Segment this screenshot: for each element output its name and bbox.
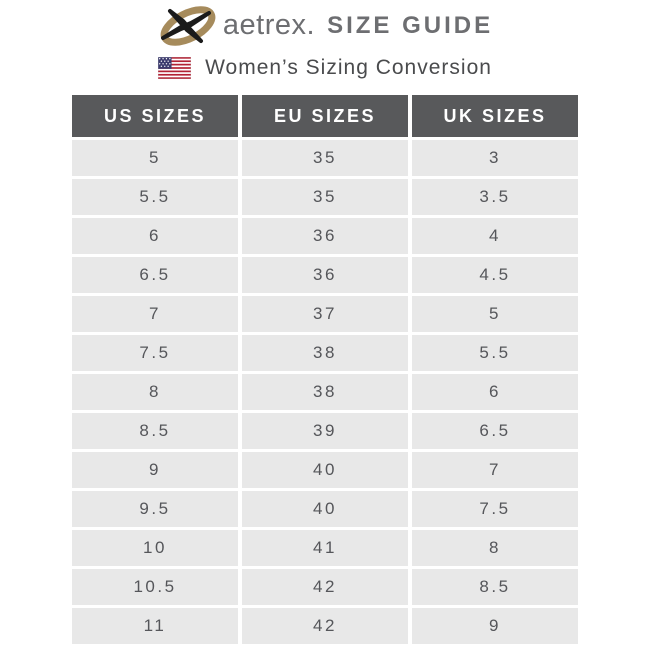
us-flag-icon <box>158 57 192 79</box>
size-cell: 5.5 <box>72 179 238 215</box>
size-cell: 35 <box>242 179 408 215</box>
size-cell: 9.5 <box>72 491 238 527</box>
size-cell: 3.5 <box>412 179 578 215</box>
table-header: US SIZES EU SIZES UK SIZES <box>72 95 578 137</box>
size-cell: 7.5 <box>412 491 578 527</box>
table-row: 5 35 3 <box>72 140 578 176</box>
size-cell: 8 <box>72 374 238 410</box>
size-cell: 9 <box>412 608 578 644</box>
size-cell: 5 <box>72 140 238 176</box>
size-cell: 41 <box>242 530 408 566</box>
size-cell: 7 <box>72 296 238 332</box>
table-row: 8 38 6 <box>72 374 578 410</box>
size-cell: 42 <box>242 569 408 605</box>
size-cell: 4 <box>412 218 578 254</box>
brand-name: aetrex. <box>222 9 316 41</box>
size-cell: 8.5 <box>72 413 238 449</box>
size-cell: 10.5 <box>72 569 238 605</box>
size-cell: 6.5 <box>412 413 578 449</box>
size-cell: 36 <box>242 257 408 293</box>
table-row: 6 36 4 <box>72 218 578 254</box>
size-cell: 10 <box>72 530 238 566</box>
size-cell: 7 <box>412 452 578 488</box>
size-cell: 4.5 <box>412 257 578 293</box>
size-cell: 3 <box>412 140 578 176</box>
size-cell: 6.5 <box>72 257 238 293</box>
table-body: 5 35 3 5.5 35 3.5 6 36 4 6.5 36 4.5 7 37 5 7.5 38 5.5 8 38 6… <box>72 140 578 644</box>
size-cell: 5.5 <box>412 335 578 371</box>
aetrex-swoosh-icon <box>160 5 216 46</box>
size-cell: 39 <box>242 413 408 449</box>
size-cell: 36 <box>242 218 408 254</box>
size-cell: 40 <box>242 491 408 527</box>
size-cell: 8.5 <box>412 569 578 605</box>
table-row: 7 37 5 <box>72 296 578 332</box>
size-cell: 6 <box>72 218 238 254</box>
size-cell: 6 <box>412 374 578 410</box>
table-row: 5.5 35 3.5 <box>72 179 578 215</box>
header-row: US SIZES EU SIZES UK SIZES <box>72 95 578 137</box>
size-cell: 38 <box>242 374 408 410</box>
size-cell: 5 <box>412 296 578 332</box>
size-cell: 40 <box>242 452 408 488</box>
table-row: 11 42 9 <box>72 608 578 644</box>
brand-header: aetrex. SIZE GUIDE <box>0 0 650 46</box>
size-cell: 38 <box>242 335 408 371</box>
page-title: SIZE GUIDE <box>327 11 494 39</box>
table-row: 9.5 40 7.5 <box>72 491 578 527</box>
size-cell: 7.5 <box>72 335 238 371</box>
size-conversion-table: US SIZES EU SIZES UK SIZES 5 35 3 5.5 35 3.5 6… <box>68 92 582 647</box>
table-row: 8.5 39 6.5 <box>72 413 578 449</box>
size-cell: 37 <box>242 296 408 332</box>
size-cell: 42 <box>242 608 408 644</box>
table-row: 10 41 8 <box>72 530 578 566</box>
table-row: 6.5 36 4.5 <box>72 257 578 293</box>
table-row: 7.5 38 5.5 <box>72 335 578 371</box>
column-header-us: US SIZES <box>72 95 238 137</box>
size-cell: 35 <box>242 140 408 176</box>
table-row: 9 40 7 <box>72 452 578 488</box>
column-header-uk: UK SIZES <box>412 95 578 137</box>
table-row: 10.5 42 8.5 <box>72 569 578 605</box>
column-header-eu: EU SIZES <box>242 95 408 137</box>
size-cell: 9 <box>72 452 238 488</box>
size-cell: 8 <box>412 530 578 566</box>
size-cell: 11 <box>72 608 238 644</box>
subtitle-text: Women’s Sizing Conversion <box>205 56 492 79</box>
subtitle-header: Women’s Sizing Conversion <box>0 53 650 83</box>
